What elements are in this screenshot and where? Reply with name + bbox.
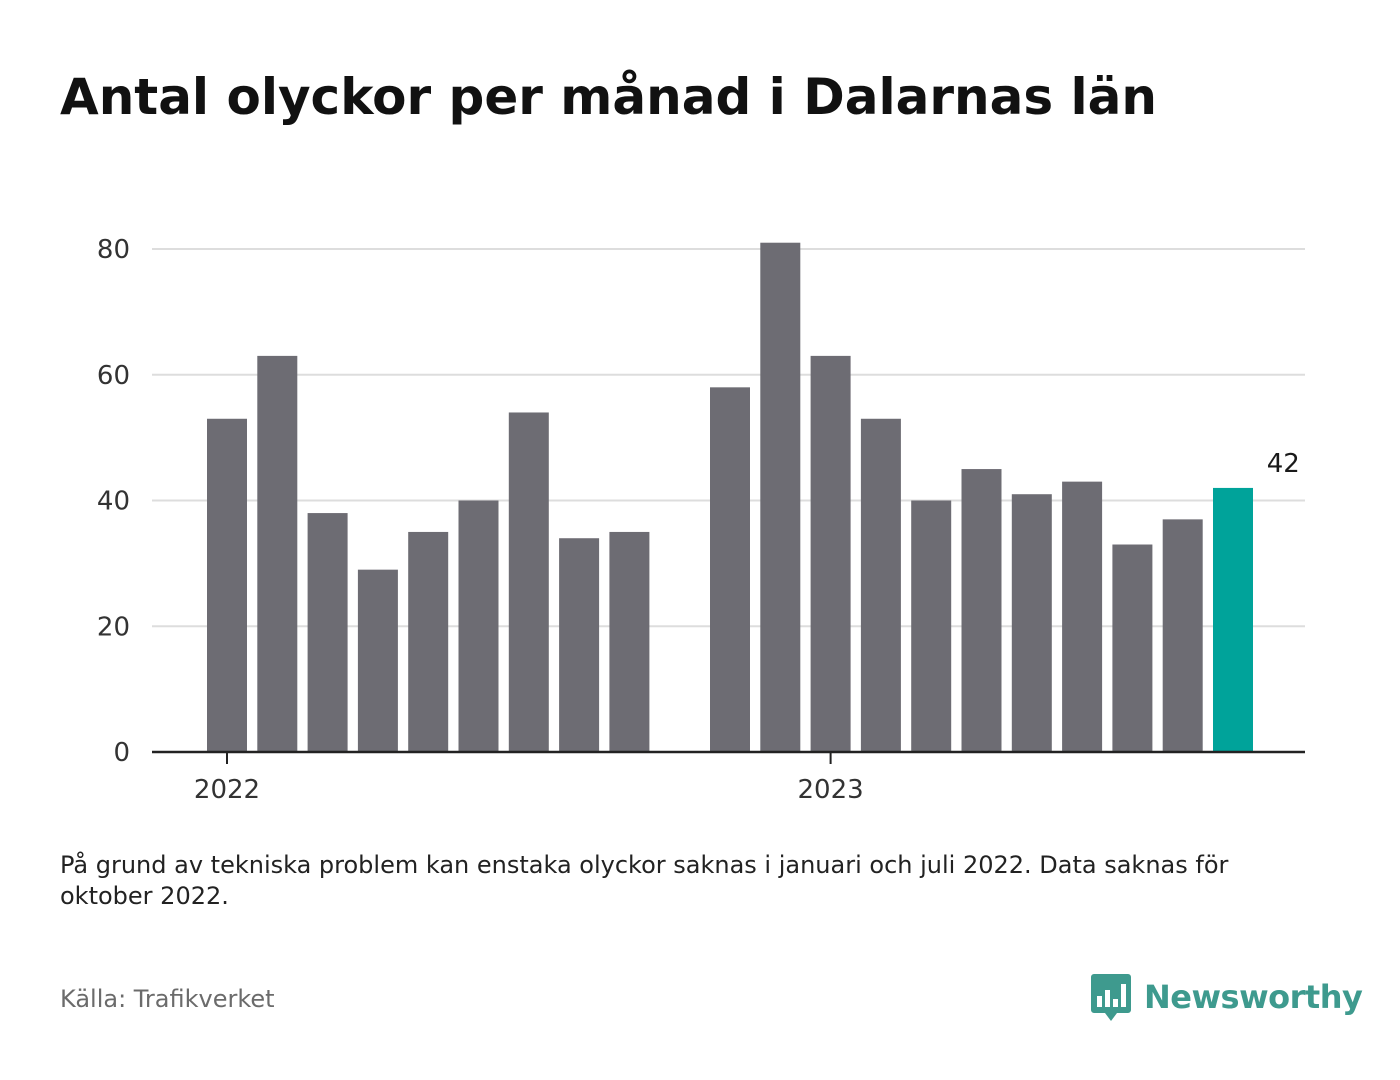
bar (760, 242, 801, 752)
bar (257, 355, 298, 752)
bar (860, 418, 901, 752)
chart-note: På grund av tekniska problem kan enstaka… (60, 851, 1229, 910)
x-tick-label: 2022 (194, 775, 260, 805)
x-tick-label: 2023 (798, 775, 864, 805)
bar (911, 500, 952, 752)
chart-title: Antal olyckor per månad i Dalarnas län (60, 68, 1157, 126)
bar-highlight (1213, 487, 1253, 752)
data-label: 42 (1267, 449, 1300, 479)
bar (1112, 544, 1153, 752)
bar (961, 469, 1002, 752)
bar (710, 387, 750, 752)
bar (207, 418, 247, 752)
y-tick-label: 20 (97, 612, 130, 642)
y-tick-label: 0 (113, 738, 130, 768)
bar (307, 513, 348, 752)
bar (408, 531, 449, 752)
bar (609, 531, 650, 752)
bar (1011, 494, 1052, 752)
bar (458, 500, 499, 752)
bar (357, 569, 398, 752)
bar (559, 538, 600, 752)
bar (810, 355, 851, 752)
bar-chart: 0 20 40 60 80 42 2022 2023 (97, 235, 1305, 805)
y-tick-label: 40 (97, 487, 130, 517)
brand-name: Newsworthy (1144, 978, 1363, 1016)
brand-logo: Newsworthy (1090, 970, 1363, 1024)
bar (1062, 481, 1103, 752)
bar-chart-speech-bubble-icon (1091, 974, 1131, 1021)
bar (1162, 519, 1203, 752)
source-label: Källa: Trafikverket (60, 985, 275, 1013)
bar (508, 412, 549, 752)
y-tick-label: 80 (97, 235, 130, 265)
y-tick-label: 60 (97, 361, 130, 391)
